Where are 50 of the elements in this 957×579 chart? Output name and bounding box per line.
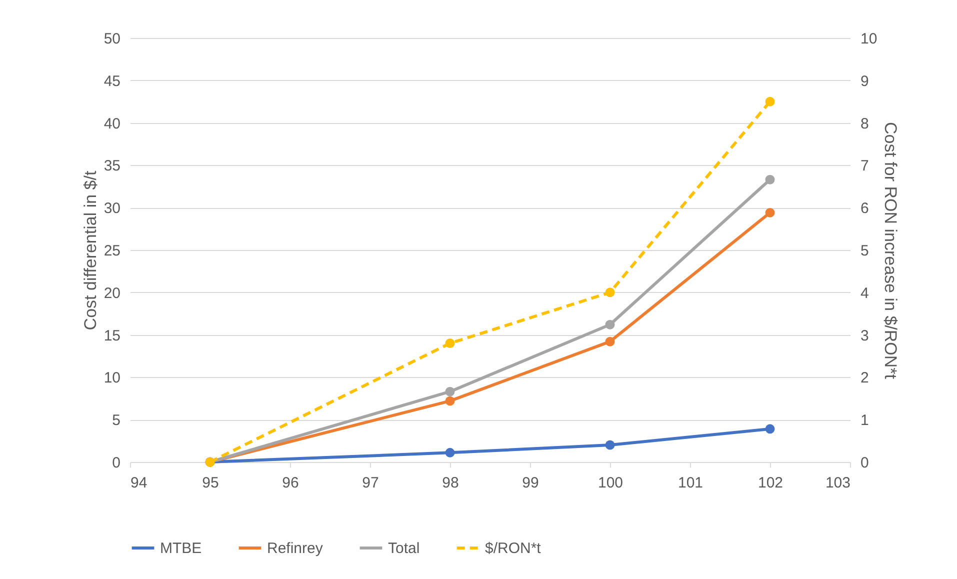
legend-label: MTBE — [160, 540, 202, 557]
y2-tick-label: 4 — [860, 284, 869, 302]
y-axis-title: Cost differential in $/t — [80, 170, 100, 330]
y-tick-label: 45 — [104, 72, 120, 90]
x-tick-label: 94 — [130, 474, 148, 492]
x-tick-label: 98 — [442, 474, 459, 492]
point — [445, 338, 455, 348]
y-tick-label: 10 — [104, 370, 120, 387]
point — [445, 396, 455, 406]
x-tick-label: 96 — [282, 474, 299, 492]
x-tick-label: 97 — [362, 474, 379, 492]
y2-tick-label: 2 — [860, 370, 869, 387]
point — [765, 208, 775, 218]
y2-tick-label: 6 — [860, 200, 869, 218]
x-tick-label: 99 — [522, 474, 539, 492]
y-tick-label: 15 — [104, 327, 120, 344]
y-tick-label: 30 — [104, 200, 120, 218]
legend-label: Refinrey — [267, 540, 324, 557]
x-tick-label: 101 — [678, 474, 704, 492]
point — [605, 336, 615, 346]
y-tick-label: 50 — [104, 30, 120, 48]
y2-tick-label: 3 — [860, 327, 869, 344]
point — [765, 96, 775, 106]
x-tick-label: 102 — [758, 474, 784, 492]
y2-tick-label: 0 — [860, 454, 869, 472]
y-tick-label: 20 — [104, 284, 120, 302]
x-tick-label: 100 — [598, 474, 624, 492]
point — [605, 320, 615, 330]
point — [765, 424, 775, 434]
y2-tick-label: 7 — [860, 158, 869, 175]
y-tick-label: 25 — [104, 242, 120, 260]
point — [445, 386, 455, 396]
point — [605, 288, 615, 298]
legend-label: $/RON*t — [485, 540, 542, 557]
y2-axis-title: Cost for RON increase in $/RON*t — [881, 122, 900, 380]
point — [765, 174, 775, 184]
y-tick-label: 35 — [104, 158, 120, 175]
y2-tick-label: 9 — [860, 72, 869, 90]
legend-label: Total — [388, 540, 420, 557]
y-tick-label: 0 — [112, 454, 120, 472]
point — [605, 440, 615, 450]
y-tick-label: 5 — [112, 412, 120, 430]
x-tick-label: 95 — [202, 474, 219, 492]
x-tick-label: 103 — [825, 474, 850, 492]
y2-tick-label: 5 — [860, 242, 869, 260]
y2-tick-label: 8 — [860, 115, 869, 132]
y2-tick-label: 10 — [860, 30, 878, 48]
y2-tick-label: 1 — [860, 412, 869, 430]
y-tick-label: 40 — [104, 115, 120, 132]
point — [445, 448, 455, 458]
